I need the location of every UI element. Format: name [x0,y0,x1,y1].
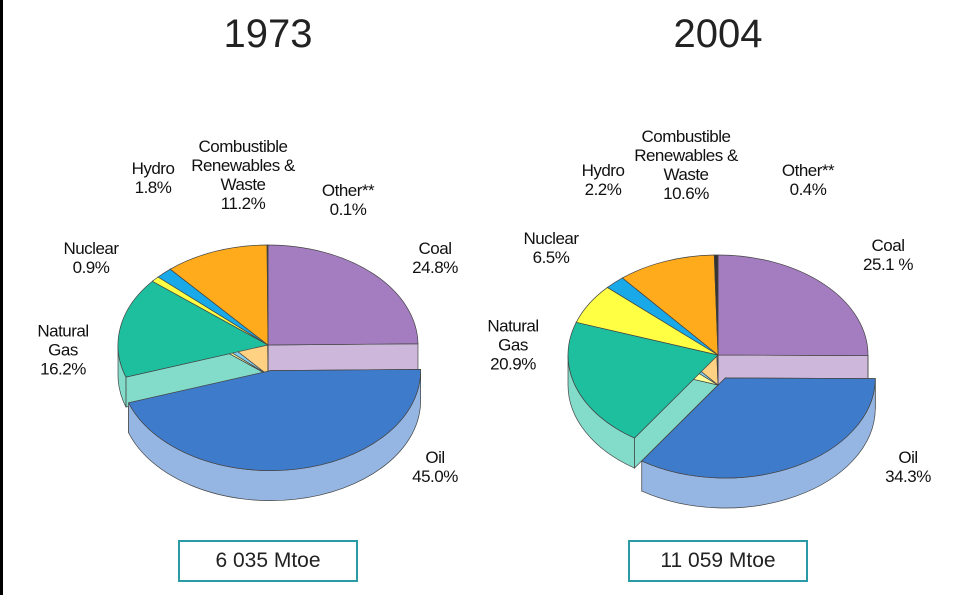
slice-value: 24.8% [412,258,458,277]
pie-slice [621,254,719,356]
slice-label: Natural Gas 16.2% [33,322,93,379]
pie-slice [267,244,419,346]
pie-slice [567,321,719,439]
slice-value: 0.9% [72,258,110,277]
charts [117,244,876,509]
slice-name: Other** [321,181,375,200]
slice-label: Natural Gas 20.9% [483,317,543,374]
slice-name: Oil [898,448,918,467]
pie-slice [266,244,269,346]
slice-name: Nuclear [63,239,119,258]
slice-label: Combustible Renewables & Waste 10.6% [631,127,741,203]
pie-slice [717,254,869,356]
chart-title: 2004 [673,12,763,56]
slice-label: Other** 0.4% [773,161,843,199]
slice-label: Coal 25.1 % [858,236,918,274]
slice-name: Combustible Renewables & Waste [634,127,738,184]
slice-name: Nuclear [523,229,579,248]
pie-slice [128,369,421,471]
slice-value: 25.1 % [863,255,913,274]
slice-label: Oil 45.0% [405,448,465,486]
slice-value: 2.2% [584,180,622,199]
slice-name: Oil [425,448,445,467]
slice-name: Natural Gas [487,316,539,355]
slice-value: 1.8% [134,178,172,197]
slice-value: 34.3% [885,467,931,486]
slice-name: Other** [781,161,835,180]
slice-label: Other** 0.1% [313,181,383,219]
slice-value: 11.2% [220,194,266,213]
slice-name: Hydro [581,161,625,180]
slice-label: Hydro 2.2% [573,161,633,199]
total-label: 6 035 Mtoe [178,540,358,582]
slice-value: 0.4% [789,180,827,199]
slice-label: Coal 24.8% [405,239,465,277]
pie-slice [641,377,876,479]
pie-slice [117,280,269,378]
total-label: 11 059 Mtoe [628,540,808,582]
slice-value: 6.5% [532,248,570,267]
slice-value: 0.1% [329,200,367,219]
slice-name: Natural Gas [37,321,89,360]
slice-name: Coal [418,239,452,258]
slice-value: 10.6% [663,184,709,203]
chart-title: 1973 [223,12,313,56]
slice-value: 16.2% [40,359,86,379]
slice-label: Oil 34.3% [878,448,938,486]
slice-name: Hydro [131,159,175,178]
slice-label: Nuclear 0.9% [51,239,131,277]
slice-name: Coal [871,236,905,255]
slice-label: Hydro 1.8% [123,159,183,197]
pie-slice [713,254,719,356]
slice-name: Combustible Renewables & Waste [191,137,295,194]
slice-label: Nuclear 6.5% [511,229,591,267]
slice-value: 20.9% [490,354,536,374]
slice-value: 45.0% [412,467,458,486]
slice-label: Combustible Renewables & Waste 11.2% [188,137,298,213]
pie-slice [169,244,269,346]
